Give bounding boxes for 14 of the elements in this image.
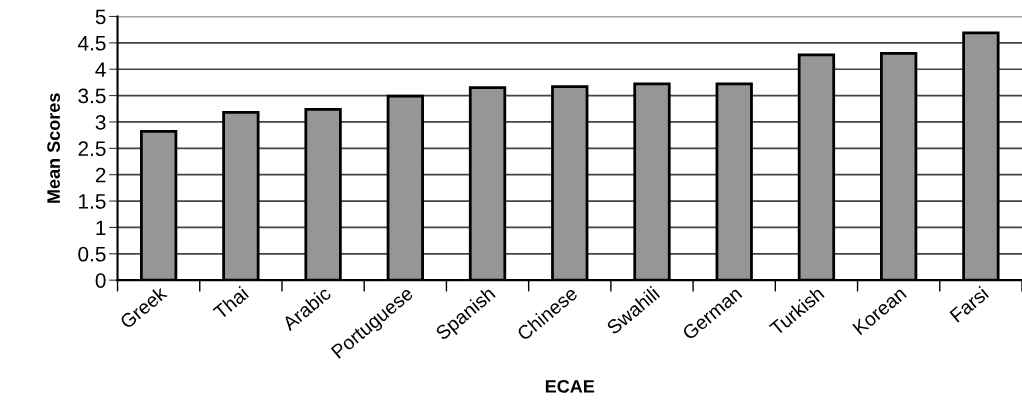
y-tick-label: 2.5 (78, 141, 106, 157)
y-tick-label: 4.5 (77, 36, 106, 51)
x-tick-label: Thai (212, 285, 250, 320)
x-axis-title: ECAE (545, 379, 595, 393)
y-tick-label: 2 (95, 167, 106, 183)
y-axis-title: Mean Scores (47, 93, 60, 203)
y-tick-label: 1 (96, 220, 106, 235)
y-tick-label: 3 (95, 114, 106, 130)
y-tick-label: 3.5 (78, 88, 106, 104)
y-tick-label: 1.5 (79, 194, 106, 209)
y-tick-label: 4 (95, 62, 106, 77)
y-tick-label: 0.5 (78, 246, 106, 262)
y-tick-label: 5 (95, 9, 106, 25)
y-tick-label: 0 (95, 273, 106, 288)
